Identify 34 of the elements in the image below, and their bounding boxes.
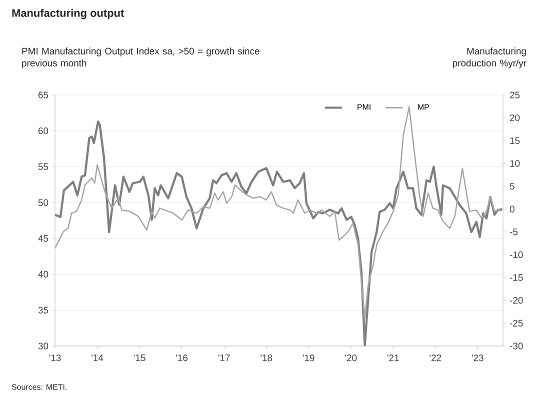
y2-tick-label: -15 [510, 274, 523, 281]
x-tick-label: '23 [472, 354, 484, 362]
y-tick-label: 30 [38, 342, 48, 350]
y-tick-label: 45 [38, 235, 48, 242]
y2-tick-label: -30 [510, 342, 523, 350]
x-tick-label: '20 [345, 354, 357, 362]
x-tick-label: '17 [218, 354, 230, 362]
x-tick-label: '16 [176, 354, 188, 362]
y-axis-title: PMI Manufacturing Output Index sa, >50 = growth since previous month [22, 48, 260, 68]
x-tick-label: '18 [260, 354, 272, 362]
y-tick-label: 35 [38, 306, 48, 314]
x-tick-label: '22 [430, 354, 442, 362]
y2-tick-label: 20 [510, 114, 520, 122]
x-tick-label: '13 [49, 354, 61, 362]
y-tick-label: 60 [38, 128, 48, 134]
y2-tick-label: 10 [510, 160, 520, 167]
y2-tick-label: 15 [510, 137, 520, 144]
x-tick-label: '14 [92, 354, 104, 362]
y-tick-label: 65 [38, 92, 48, 98]
y-tick-label: 40 [38, 270, 48, 278]
y-tick-label: 55 [38, 163, 48, 170]
chart-title: Manufacturing output [12, 8, 124, 20]
y2-tick-label: -10 [510, 251, 523, 258]
x-tick-label: '21 [387, 354, 399, 362]
y-tick-label: 50 [38, 199, 48, 206]
y2-tick-label: -5 [510, 228, 518, 236]
y2-axis-title: Manufacturing production %yr/yr [452, 48, 526, 68]
x-tick-label: '15 [134, 354, 146, 362]
x-tick-label: '19 [302, 354, 314, 362]
y2-tick-label: 0 [510, 206, 514, 212]
y2-tick-label: 5 [510, 182, 514, 190]
y2-tick-label: 25 [510, 92, 520, 98]
y2-tick-label: -20 [510, 297, 523, 304]
y2-tick-label: -25 [510, 320, 523, 327]
